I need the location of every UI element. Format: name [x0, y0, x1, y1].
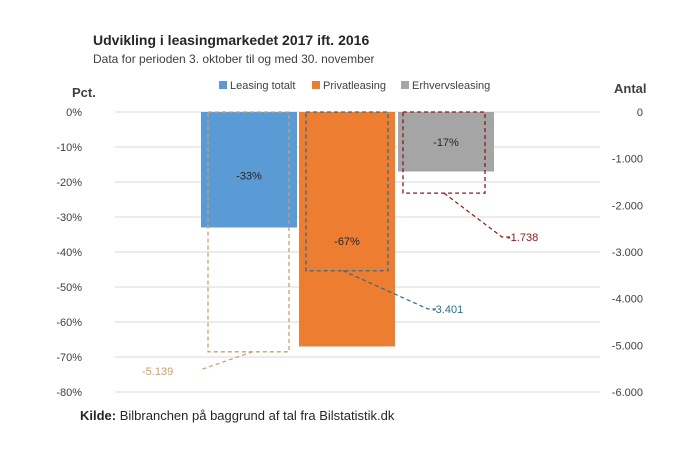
y-left-tick-label: -70% [56, 352, 82, 364]
y-left-tick-label: -60% [56, 317, 82, 329]
legend-swatch [401, 81, 409, 89]
y-right-tick-label: -5.000 [612, 340, 643, 352]
bar [299, 112, 395, 347]
source-note: Kilde: Bilbranchen på baggrund af tal fr… [80, 408, 395, 423]
source-prefix: Kilde: [80, 408, 116, 423]
bar-label: -17% [433, 137, 459, 149]
count-leader-line [342, 270, 436, 310]
count-box [402, 111, 486, 194]
legend-label: Erhvervsleasing [412, 80, 490, 92]
bar-label: -33% [236, 171, 262, 183]
count-box [207, 111, 290, 353]
y-left-tick-label: -20% [56, 177, 82, 189]
y-right-tick-label: -6.000 [612, 387, 643, 399]
y-right-tick-label: 0 [637, 107, 643, 119]
source-text: Bilbranchen på baggrund af tal fra Bilst… [116, 408, 395, 423]
y-right-tick-label: -1.000 [612, 154, 643, 166]
y-left-tick-label: -30% [56, 212, 82, 224]
y-left-tick-label: -50% [56, 282, 82, 294]
count-label: -3.401 [432, 304, 463, 316]
count-boxes [199, 111, 510, 371]
bar [398, 112, 494, 172]
y-right-tick-label: -4.000 [612, 294, 643, 306]
chart-title: Udvikling i leasingmarkedet 2017 ift. 20… [93, 32, 369, 48]
bars [201, 112, 494, 347]
y-right-tick-label: -3.000 [612, 247, 643, 259]
count-labels: -5.139 -3.401 -1.738 [142, 232, 538, 378]
y-right-ticks: 0 -1.000 -2.000 -3.000 -4.000 -5.000 -6.000 [612, 107, 643, 399]
count-box [305, 111, 389, 272]
y-left-tick-label: -10% [56, 142, 82, 154]
legend-label: Leasing totalt [230, 80, 295, 92]
bar-label: -67% [334, 236, 360, 248]
y-left-tick-label: -80% [56, 387, 82, 399]
y-left-tick-label: -40% [56, 247, 82, 259]
bar-labels: -33% -67% -17% [236, 137, 459, 248]
legend: Leasing totalt Privatleasing Erhvervsleasi… [219, 80, 490, 92]
count-label: -5.139 [142, 366, 173, 378]
count-leader-line [199, 351, 253, 371]
bar [201, 112, 297, 228]
count-label: -1.738 [507, 232, 538, 244]
y-left-ticks: 0% -10% -20% -30% -40% -50% -60% -70% -80% [56, 107, 82, 399]
count-leader-line [443, 192, 510, 238]
legend-swatch [312, 81, 320, 89]
y-left-axis-title: Pct. [72, 85, 96, 100]
chart-subtitle: Data for perioden 3. oktober til og med … [93, 52, 375, 66]
legend-label: Privatleasing [323, 80, 386, 92]
legend-swatch [219, 81, 227, 89]
y-left-tick-label: 0% [66, 107, 82, 119]
y-right-tick-label: -2.000 [612, 200, 643, 212]
y-right-axis-title: Antal [614, 81, 647, 96]
